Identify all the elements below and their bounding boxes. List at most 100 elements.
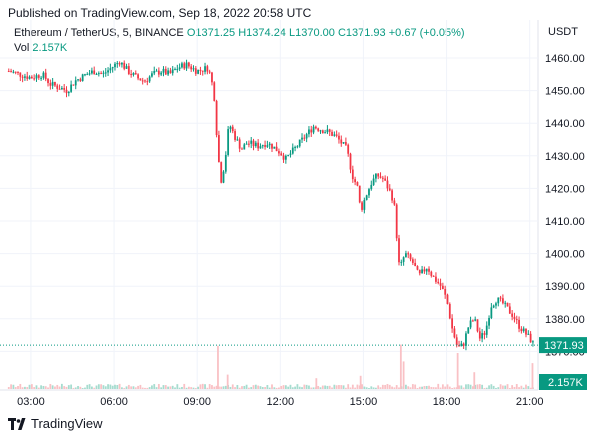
volume-bar <box>502 385 504 389</box>
candle-body <box>273 146 276 149</box>
candle-body <box>254 142 257 147</box>
candle-body <box>137 74 139 79</box>
candle-body <box>455 337 458 346</box>
volume-bar <box>178 387 181 389</box>
candle-body <box>107 70 109 73</box>
volume-bar <box>340 385 343 389</box>
candle-body <box>425 268 428 272</box>
volume-bar <box>331 387 333 389</box>
volume-bar <box>284 385 287 389</box>
volume-bar <box>123 387 126 389</box>
volume-bar <box>107 384 109 389</box>
volume-bar <box>347 384 350 389</box>
candle-body <box>375 173 377 179</box>
candle-body <box>204 66 206 72</box>
volume-bar <box>370 386 373 389</box>
candle-body <box>278 151 280 154</box>
candle-body <box>451 318 454 329</box>
volume-bar <box>95 385 98 389</box>
volume-bar <box>208 384 211 389</box>
volume-bar <box>148 387 151 389</box>
volume-spike <box>402 361 405 389</box>
volume-bar <box>17 385 19 389</box>
volume-bar <box>134 387 137 389</box>
volume-bar <box>388 384 391 389</box>
volume-bar <box>222 386 225 389</box>
volume-bar <box>236 384 239 389</box>
volume-bar <box>317 385 320 389</box>
candle-body <box>21 76 24 78</box>
candle-body <box>144 80 146 82</box>
candle-body <box>17 71 19 73</box>
volume-bar <box>141 387 144 389</box>
volume-bar <box>435 387 437 389</box>
volume-bar <box>97 384 100 389</box>
volume-bar <box>296 384 299 389</box>
high-value: H1374.24 <box>238 27 286 39</box>
volume-bar <box>100 384 103 389</box>
candle-body <box>271 143 273 149</box>
candle-body <box>86 74 89 76</box>
candle-body <box>432 275 435 277</box>
tradingview-logo-icon <box>8 417 26 430</box>
candle-body <box>495 303 497 306</box>
candle-body <box>90 70 93 74</box>
publish-info: Published on TradingView.com, Sep 18, 20… <box>8 6 312 20</box>
volume-bar <box>289 384 292 389</box>
candle-body <box>361 202 363 210</box>
candle-body <box>439 283 442 286</box>
volume-bar <box>455 387 458 389</box>
volume-spike <box>359 375 362 389</box>
volume-bar <box>439 387 442 389</box>
volume-bar <box>70 384 73 389</box>
volume-bar <box>54 386 56 389</box>
volume-bar <box>183 383 186 389</box>
candle-body <box>130 74 133 76</box>
candle-body <box>114 63 116 68</box>
volume-bar <box>361 384 363 389</box>
candle-body <box>224 154 227 172</box>
candle-body <box>167 70 169 75</box>
volume-bar <box>418 386 421 389</box>
volume-bar <box>358 385 361 389</box>
volume-bar <box>199 384 202 389</box>
candle-body <box>363 199 366 210</box>
candle-body <box>261 145 264 147</box>
volume-bar <box>132 386 135 389</box>
volume-bar <box>157 383 160 389</box>
volume-bar <box>446 384 449 389</box>
volume-bar <box>37 387 40 389</box>
volume-bar <box>308 385 310 389</box>
volume-spike <box>217 345 219 389</box>
volume-bar <box>90 386 93 389</box>
volume-bar <box>375 387 377 389</box>
candle-body <box>7 71 10 73</box>
candle-body <box>370 184 373 190</box>
volume-bar <box>104 386 107 389</box>
volume-bar <box>492 385 495 389</box>
volume-bar <box>21 387 24 389</box>
candle-body <box>467 327 470 334</box>
volume-bar <box>93 387 96 389</box>
volume-bar <box>356 384 359 389</box>
candle-body <box>201 70 204 72</box>
volume-bar <box>261 387 264 389</box>
candle-body <box>275 146 278 152</box>
volume-bar <box>234 387 236 389</box>
candle-body <box>74 80 77 86</box>
candle-body <box>190 66 193 70</box>
candle-body <box>402 257 405 262</box>
candle-body <box>335 134 338 136</box>
candle-body <box>340 139 343 144</box>
volume-bar <box>72 387 75 389</box>
candle-body <box>178 67 181 70</box>
volume-spike <box>315 378 318 389</box>
volume-bar <box>398 387 400 389</box>
volume-bar <box>206 387 209 389</box>
volume-bar <box>504 385 507 389</box>
volume-bar <box>444 386 447 389</box>
volume-bar <box>414 384 417 389</box>
volume-bar <box>349 387 352 389</box>
candle-body <box>109 68 112 71</box>
volume-bar <box>511 385 514 389</box>
